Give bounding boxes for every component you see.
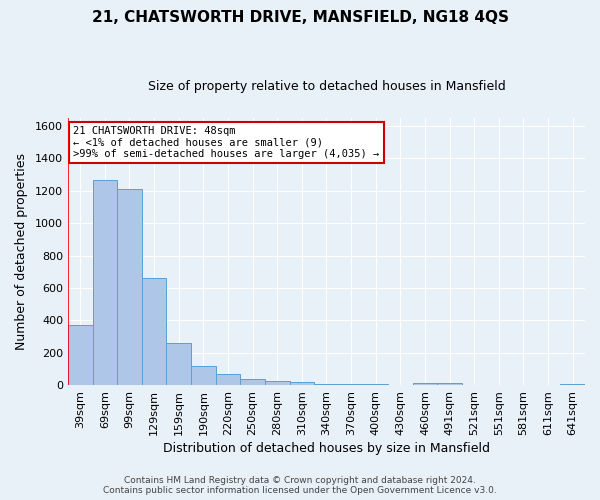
Text: Contains HM Land Registry data © Crown copyright and database right 2024.
Contai: Contains HM Land Registry data © Crown c… xyxy=(103,476,497,495)
Bar xyxy=(92,180,117,385)
Bar xyxy=(265,381,290,385)
Bar xyxy=(364,384,388,385)
Bar xyxy=(413,383,437,385)
Bar xyxy=(339,384,364,385)
Bar xyxy=(166,343,191,385)
X-axis label: Distribution of detached houses by size in Mansfield: Distribution of detached houses by size … xyxy=(163,442,490,455)
Bar xyxy=(314,384,339,385)
Bar xyxy=(290,382,314,385)
Bar xyxy=(437,383,462,385)
Bar xyxy=(142,278,166,385)
Title: Size of property relative to detached houses in Mansfield: Size of property relative to detached ho… xyxy=(148,80,505,93)
Bar xyxy=(68,325,92,385)
Bar xyxy=(560,384,585,385)
Bar xyxy=(117,189,142,385)
Text: 21 CHATSWORTH DRIVE: 48sqm
← <1% of detached houses are smaller (9)
>99% of semi: 21 CHATSWORTH DRIVE: 48sqm ← <1% of deta… xyxy=(73,126,379,159)
Bar xyxy=(240,379,265,385)
Y-axis label: Number of detached properties: Number of detached properties xyxy=(15,153,28,350)
Bar xyxy=(191,366,215,385)
Bar xyxy=(215,374,240,385)
Text: 21, CHATSWORTH DRIVE, MANSFIELD, NG18 4QS: 21, CHATSWORTH DRIVE, MANSFIELD, NG18 4Q… xyxy=(91,10,509,25)
